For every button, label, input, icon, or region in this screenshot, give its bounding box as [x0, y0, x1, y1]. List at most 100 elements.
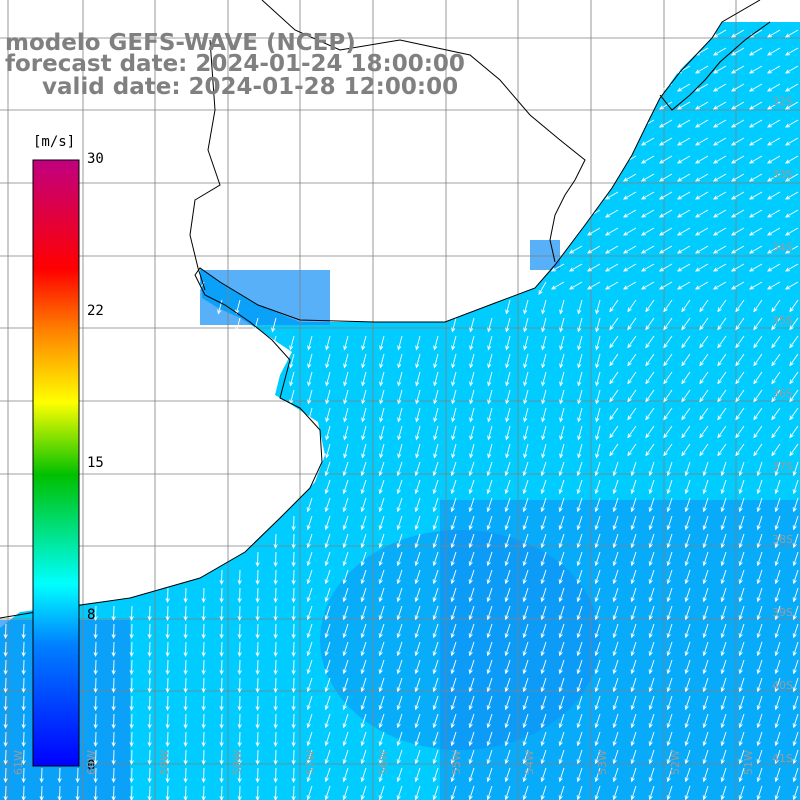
wind-arrow	[522, 551, 529, 567]
wind-arrow	[433, 407, 439, 423]
wind-arrow	[147, 605, 152, 622]
wind-arrow	[735, 353, 745, 367]
longitude-label: 61W	[12, 750, 25, 775]
wind-arrow	[684, 641, 691, 657]
wind-arrow	[237, 749, 242, 766]
wind-arrow	[568, 245, 583, 254]
wind-arrow	[21, 659, 26, 676]
wind-arrow	[702, 533, 709, 549]
wind-arrow	[774, 479, 781, 495]
wind-arrow	[273, 731, 278, 748]
wind-arrow	[789, 425, 799, 439]
wind-arrow	[360, 695, 367, 711]
wind-arrow	[414, 767, 421, 783]
wind-arrow	[414, 641, 421, 657]
latitude-label: 32S	[772, 95, 793, 108]
wind-arrow	[577, 425, 583, 441]
wind-arrow	[523, 317, 529, 333]
wind-arrow	[595, 389, 601, 405]
wind-arrow	[147, 677, 152, 694]
wind-arrow	[93, 695, 98, 712]
wind-arrow	[414, 731, 421, 747]
wind-arrow	[756, 497, 763, 513]
wind-arrow	[720, 461, 727, 477]
wind-arrow	[306, 623, 313, 639]
wind-arrow	[21, 749, 26, 766]
wind-arrow	[360, 605, 367, 621]
border-line	[261, 0, 586, 263]
wind-arrow	[559, 425, 565, 441]
wind-arrow	[504, 623, 511, 639]
wind-arrow	[676, 137, 691, 146]
wind-arrow	[558, 605, 565, 621]
wind-arrow	[396, 479, 403, 495]
longitude-label: 53W	[596, 750, 609, 775]
wind-arrow	[165, 767, 170, 784]
wind-arrow	[630, 749, 637, 765]
wind-arrow	[414, 785, 421, 800]
wind-arrow	[666, 749, 673, 765]
wind-arrow	[396, 659, 403, 675]
wind-arrow	[738, 605, 745, 621]
wind-arrow	[306, 587, 313, 603]
wind-arrow	[735, 425, 745, 439]
wind-arrow	[766, 191, 781, 200]
wind-arrow	[612, 605, 619, 621]
wind-arrow	[289, 335, 295, 351]
wind-arrow	[291, 533, 296, 550]
wind-arrow	[609, 407, 619, 421]
wind-arrow	[468, 695, 475, 711]
wind-arrow	[325, 335, 331, 351]
wind-arrow	[378, 605, 385, 621]
wind-arrow	[468, 461, 475, 477]
wind-arrow	[486, 515, 493, 531]
wind-arrow	[504, 785, 511, 800]
wind-arrow	[486, 767, 493, 783]
wind-arrow	[558, 479, 565, 495]
low-wind-patch	[530, 240, 560, 270]
wind-arrow	[343, 353, 349, 369]
wind-arrow	[541, 443, 547, 459]
wind-arrow	[219, 569, 224, 586]
wind-arrow	[558, 749, 565, 765]
wind-arrow	[720, 551, 727, 567]
wind-arrow	[663, 407, 673, 421]
wind-arrow	[666, 659, 673, 675]
wind-arrow	[219, 695, 224, 712]
wind-arrow	[433, 425, 439, 441]
wind-arrow	[558, 785, 565, 800]
wind-arrow	[504, 515, 511, 531]
wind-arrow	[622, 173, 637, 182]
wind-arrow	[666, 785, 673, 800]
wind-arrow	[361, 335, 367, 351]
wind-arrow	[748, 101, 763, 110]
wind-arrow	[306, 497, 313, 513]
wind-arrow	[594, 479, 601, 495]
wind-arrow	[415, 335, 421, 351]
wind-arrow	[57, 767, 62, 784]
wind-arrow	[505, 299, 511, 315]
wind-arrow	[306, 551, 313, 567]
wind-arrow	[414, 605, 421, 621]
wind-arrow	[324, 713, 331, 729]
wind-arrow	[360, 713, 367, 729]
latitude-label: 38S	[772, 533, 793, 546]
wind-arrow	[720, 695, 727, 711]
wind-arrow	[468, 659, 475, 675]
wind-arrow	[684, 659, 691, 675]
wind-arrow	[3, 767, 8, 784]
wind-arrow	[378, 533, 385, 549]
wind-arrow	[558, 695, 565, 711]
wind-arrow	[414, 515, 421, 531]
wind-arrow	[699, 371, 709, 385]
wind-arrow	[201, 695, 206, 712]
wind-arrow	[378, 461, 385, 477]
wind-arrow	[627, 443, 637, 457]
wind-arrow	[792, 623, 799, 639]
wind-arrow	[576, 659, 583, 675]
wind-arrow	[789, 317, 799, 331]
wind-arrow	[792, 731, 799, 747]
wind-arrow	[504, 461, 511, 477]
coastline	[0, 0, 771, 619]
wind-arrow	[396, 713, 403, 729]
